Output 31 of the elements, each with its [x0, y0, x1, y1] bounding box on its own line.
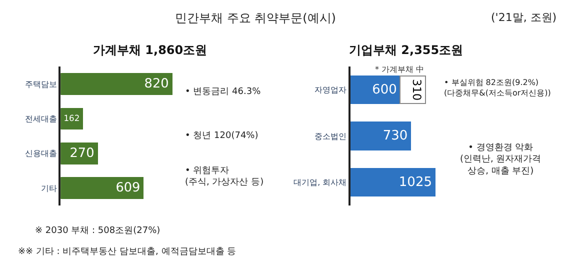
- data-label: 270: [70, 146, 94, 161]
- data-label: 820: [144, 76, 169, 92]
- data-label: 730: [382, 128, 408, 144]
- y-tick-label: 주택담보: [25, 80, 58, 89]
- text: • 변동금리 46.3%: [185, 87, 262, 97]
- text: ※ 2030 부채 : 508조원(27%): [35, 226, 160, 236]
- chart-title: 기업부채 2,355조원: [349, 43, 464, 57]
- data-label: 1025: [398, 174, 432, 190]
- text: • 위험투자 (주식, 가상자산 등): [185, 166, 264, 188]
- data-label: 162: [64, 112, 80, 123]
- text: • 경영환경 악화 (인력난, 원자재가격 상승, 매출 부진): [460, 143, 542, 176]
- text: ※※ 기타 : 비주택부동산 담보대출, 예적금담보대출 등: [18, 247, 236, 257]
- y-tick-label: 기타: [41, 184, 58, 193]
- text: ('21말, 조원): [491, 11, 557, 24]
- data-label: 310: [410, 78, 424, 101]
- text: • 부실위험 82조원(9.2%) (다중채무&(저소득or저신용)): [444, 78, 551, 98]
- text: 민간부채 주요 취약부문(예시): [175, 11, 336, 25]
- bar: [350, 168, 436, 197]
- y-tick-label: 중소법인: [314, 132, 347, 141]
- bar: [350, 122, 412, 150]
- data-label: 600: [372, 82, 397, 98]
- series-label: * 가계부채 中: [375, 65, 424, 74]
- chart-title: 가계부채 1,860조원: [93, 43, 208, 57]
- y-tick-label: 전세대출: [25, 114, 58, 124]
- y-tick-label: 자영업자: [314, 86, 347, 95]
- bar: [60, 73, 172, 95]
- y-tick-label: 신용대출: [25, 149, 58, 158]
- bar: [60, 177, 144, 200]
- y-tick-label: 대기업, 회사채: [294, 178, 347, 188]
- data-label: 609: [116, 180, 140, 196]
- text: • 청년 120(74%): [185, 131, 258, 141]
